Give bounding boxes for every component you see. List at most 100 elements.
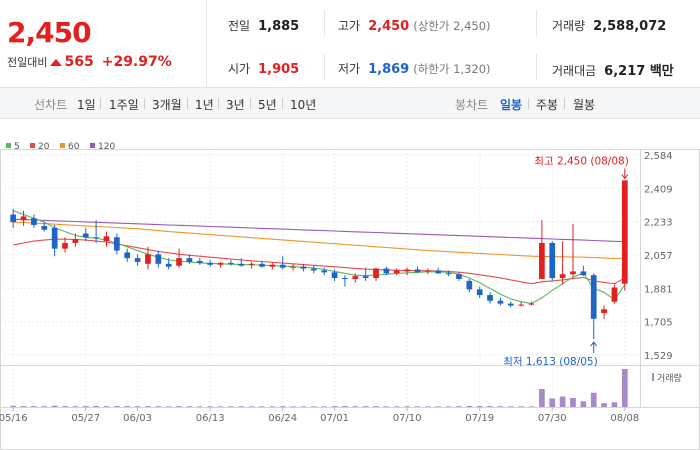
volume-bar (590, 392, 597, 407)
volume-bar (290, 406, 296, 407)
ma20-line (13, 238, 626, 285)
candle (31, 214, 37, 228)
candle-body (113, 237, 120, 251)
candle-daily[interactable]: 일봉 (500, 98, 523, 112)
candle-body (165, 263, 172, 267)
candle (528, 301, 535, 306)
volume-bar (165, 406, 172, 407)
y-tick-label: 1,529 (644, 351, 673, 362)
line-chart-label: 선차트 (34, 98, 68, 112)
divider (324, 54, 325, 80)
candle (373, 267, 379, 281)
volume-bar (207, 406, 214, 407)
candle-body (507, 303, 514, 306)
high-arrow-icon (621, 174, 629, 180)
candle-weekly[interactable]: 주봉 (536, 98, 559, 112)
candle-chart-label: 봉차트 (455, 98, 489, 112)
legend-swatch-5 (6, 143, 11, 148)
separator (282, 98, 283, 109)
candle (342, 275, 348, 287)
range-1y[interactable]: 1년 (195, 98, 214, 112)
candle (82, 227, 89, 242)
open-cell: 시가 1,905 (228, 60, 299, 77)
volume-bar (72, 406, 79, 407)
candle (331, 269, 338, 281)
range-3m[interactable]: 3개월 (152, 98, 182, 112)
volume-bar (352, 406, 359, 407)
candle-body (279, 264, 286, 268)
range-1w[interactable]: 1주일 (109, 98, 139, 112)
candle-body (72, 239, 79, 243)
up-arrow-icon (50, 58, 63, 66)
candle (445, 270, 452, 277)
candle-monthly[interactable]: 월봉 (573, 98, 596, 112)
change-label: 전일대비 (7, 56, 48, 69)
candle (134, 254, 141, 266)
candle-body (269, 264, 276, 267)
volume-bar (476, 406, 483, 407)
separator (144, 98, 145, 109)
x-tick-label: 07/19 (465, 413, 494, 424)
separator (187, 98, 188, 109)
candle-body (82, 233, 89, 238)
candle-body (487, 295, 493, 301)
candle-body (321, 270, 328, 273)
candle (176, 248, 182, 268)
high-cell: 고가 2,450 (상한가 2,450) (338, 17, 491, 34)
range-10y[interactable]: 10년 (290, 98, 317, 112)
volume-bar (238, 406, 245, 407)
x-tick-label: 06/03 (123, 413, 152, 424)
volume-bar (269, 406, 276, 407)
candle-body (196, 260, 203, 263)
candle-body (435, 270, 442, 274)
volume-bar (217, 406, 224, 407)
candle (352, 273, 359, 283)
candle-body (404, 269, 410, 272)
volume-bar (228, 406, 234, 407)
candle-body (352, 276, 359, 279)
volume-bar (435, 406, 442, 407)
volume-bar (487, 406, 493, 407)
volume-bar (424, 406, 431, 407)
candle-body (601, 309, 607, 314)
candle-body (31, 218, 37, 225)
low-value: 1,869 (368, 62, 410, 77)
low-cell: 저가 1,869 (하한가 1,320) (338, 60, 491, 77)
volume-bar (300, 406, 307, 407)
candle (248, 261, 255, 269)
candle (72, 233, 79, 247)
candle (435, 267, 442, 275)
volume-bar (176, 406, 182, 407)
volume-bar (456, 406, 462, 407)
range-1d[interactable]: 1일 (77, 98, 96, 112)
high-value: 2,450 (368, 19, 410, 34)
volume-bar (404, 406, 410, 407)
y-tick-label: 2,233 (644, 218, 673, 229)
candle (290, 263, 296, 271)
candle (321, 267, 328, 276)
volume-bar (279, 406, 286, 407)
range-5y[interactable]: 5년 (258, 98, 277, 112)
candle (559, 241, 566, 285)
low-label: 저가 (338, 62, 361, 76)
range-3y[interactable]: 3년 (226, 98, 245, 112)
candle (279, 256, 286, 270)
candle-body (476, 289, 483, 296)
candle (113, 233, 120, 255)
candle (62, 237, 68, 253)
amount-value: 6,217 백만 (604, 64, 674, 79)
candle-body (611, 287, 618, 302)
open-value: 1,905 (258, 62, 300, 77)
volume-label: 거래량 (552, 19, 586, 33)
volume-bar (155, 406, 162, 407)
candle-body (259, 263, 265, 267)
ma5-line (13, 210, 626, 305)
volume-bar (518, 406, 525, 407)
candle-body (145, 254, 151, 264)
amount-cell: 거래대금 6,217 백만 (552, 60, 674, 79)
volume-value: 2,588,072 (593, 19, 667, 34)
volume-bar (124, 406, 131, 407)
x-tick-label: 06/13 (196, 413, 225, 424)
low-arrow-icon (590, 341, 598, 347)
candle (310, 265, 317, 274)
